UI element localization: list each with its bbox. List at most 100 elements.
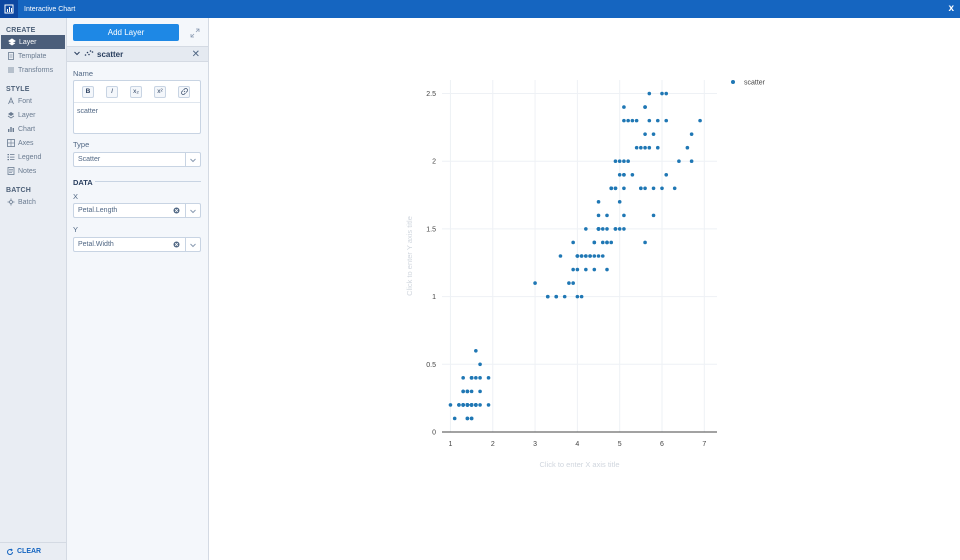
data-point[interactable] [664,118,669,123]
x-column-select[interactable]: Petal.Length [73,203,201,218]
data-point[interactable] [622,172,626,177]
data-point[interactable] [609,186,614,191]
data-point[interactable] [664,172,669,177]
data-point[interactable] [622,105,626,109]
y-column-select[interactable]: Petal.Width [73,237,201,252]
data-point[interactable] [689,132,694,136]
clear-button[interactable]: CLEAR [0,542,66,560]
data-point[interactable] [639,186,643,191]
data-point[interactable] [478,403,482,407]
data-point[interactable] [600,254,605,258]
data-point[interactable] [596,200,601,204]
data-point[interactable] [469,376,474,380]
data-point[interactable] [634,145,639,150]
data-point[interactable] [461,376,465,380]
data-point[interactable] [660,186,664,191]
x-axis-title[interactable]: Click to enter X axis title [539,460,619,469]
sidebar-item-template[interactable]: Template [0,49,66,63]
chevron-down-icon[interactable] [185,204,200,217]
data-point[interactable] [613,186,618,191]
data-point[interactable] [575,254,580,258]
data-point[interactable] [672,186,677,191]
data-point[interactable] [605,227,609,231]
data-point[interactable] [478,362,482,367]
data-point[interactable] [575,294,580,299]
data-point[interactable] [698,118,702,123]
data-point[interactable] [651,132,656,136]
data-point[interactable] [579,254,584,258]
data-point[interactable] [622,213,626,218]
data-point[interactable] [448,403,453,407]
type-select[interactable]: Scatter [73,152,201,167]
data-point[interactable] [605,213,609,218]
data-point[interactable] [474,348,478,353]
data-point[interactable] [617,172,622,177]
data-point[interactable] [469,389,474,394]
data-point[interactable] [677,159,681,164]
data-point[interactable] [630,172,635,177]
data-point[interactable] [457,403,461,407]
delete-layer-icon[interactable]: ✕ [191,49,200,60]
data-point[interactable] [567,281,571,285]
subscript-button[interactable]: x₂ [130,85,142,98]
data-point[interactable] [655,118,660,123]
data-point[interactable] [486,403,491,407]
sidebar-item-legend[interactable]: Legend [0,150,66,164]
data-point[interactable] [584,254,588,258]
data-point[interactable] [461,389,465,394]
data-point[interactable] [584,227,588,231]
data-point[interactable] [465,403,470,407]
clear-selection-icon[interactable] [173,241,180,248]
chevron-down-icon[interactable] [185,238,200,251]
data-point[interactable] [643,132,647,136]
data-point[interactable] [617,159,622,164]
data-point[interactable] [605,267,609,272]
bold-button[interactable]: B [82,85,94,98]
data-point[interactable] [575,267,580,272]
data-point[interactable] [626,118,630,123]
layer-header[interactable]: scatter ✕ [67,46,208,62]
superscript-button[interactable]: x² [154,85,166,98]
data-point[interactable] [664,91,669,96]
data-point[interactable] [643,105,647,109]
sidebar-item-axes[interactable]: Axes [0,136,66,150]
data-point[interactable] [626,159,630,164]
sidebar-item-chart[interactable]: Chart [0,122,66,136]
data-point[interactable] [474,376,478,380]
name-input[interactable]: scatter [77,108,99,115]
data-point[interactable] [474,403,478,407]
data-point[interactable] [533,281,537,285]
chevron-down-icon[interactable] [185,153,200,166]
name-editor[interactable]: B I x₂ x² scatter [73,80,201,134]
data-point[interactable] [639,145,643,150]
italic-button[interactable]: I [106,85,118,98]
data-point[interactable] [609,240,614,245]
data-point[interactable] [588,254,592,258]
clear-selection-icon[interactable] [173,207,180,214]
sidebar-item-style-layer[interactable]: Layer [0,108,66,122]
sidebar-item-notes[interactable]: Notes [0,164,66,178]
data-point[interactable] [622,227,626,231]
data-point[interactable] [617,227,622,231]
data-point[interactable] [647,91,652,96]
data-point[interactable] [596,227,601,231]
data-point[interactable] [469,416,474,421]
data-point[interactable] [622,118,626,123]
data-point[interactable] [465,389,470,394]
data-point[interactable] [579,294,584,299]
data-point[interactable] [461,403,465,407]
data-point[interactable] [651,186,656,191]
data-point[interactable] [689,159,694,164]
plot-area[interactable]: 1 2 3 4 5 6 7 0 0.5 1 1.5 2 2.5 Click to enter X axis… [210,18,960,560]
data-point[interactable] [592,240,597,245]
chevron-down-icon[interactable] [73,49,81,59]
close-window-button[interactable]: x [948,3,954,14]
sidebar-item-font[interactable]: Font [0,94,66,108]
add-layer-button[interactable]: Add Layer [73,24,179,41]
data-point[interactable] [465,416,470,421]
data-point[interactable] [571,281,575,285]
data-point[interactable] [596,213,601,218]
data-point[interactable] [630,118,635,123]
data-point[interactable] [643,145,647,150]
sidebar-item-layer[interactable]: Layer [1,35,65,49]
